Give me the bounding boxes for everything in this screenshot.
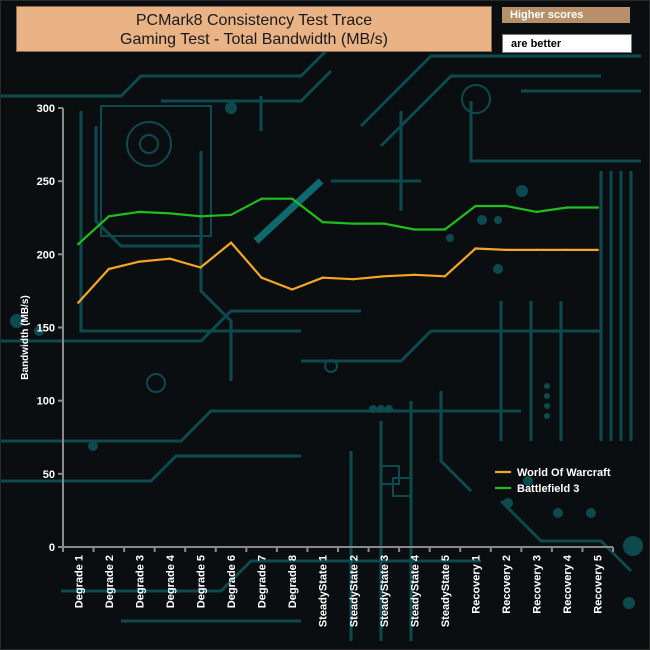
data-point (77, 301, 80, 304)
data-point (290, 288, 294, 291)
data-point (382, 275, 386, 278)
data-point (229, 213, 233, 217)
data-point (504, 204, 508, 208)
data-point (352, 278, 355, 281)
data-point (168, 212, 172, 215)
data-point (290, 197, 294, 200)
x-tick-label: Degrade 1 (73, 555, 85, 608)
data-point (168, 257, 172, 260)
y-tick-label: 100 (37, 396, 55, 408)
x-tick-label: Degrade 7 (257, 555, 269, 608)
data-point (77, 242, 80, 246)
data-point (321, 220, 324, 224)
chart-axes (62, 108, 613, 548)
data-point (413, 228, 416, 231)
legend-label: Battlefield 3 (517, 483, 579, 495)
y-tick-label: 50 (43, 469, 55, 481)
data-point (504, 248, 508, 252)
data-point (413, 273, 416, 277)
x-tick-label: SteadyState 5 (440, 555, 452, 627)
chart-title-line1: PCMark8 Consistency Test Trace (135, 12, 373, 29)
x-tick-label: Degrade 4 (165, 554, 177, 608)
data-point (138, 260, 141, 263)
x-tick-label: Degrade 3 (134, 555, 146, 608)
data-point (229, 241, 233, 244)
data-point (565, 206, 569, 209)
series-line-0 (77, 241, 598, 304)
data-point (474, 204, 477, 208)
data-point (321, 276, 324, 279)
data-point (443, 228, 447, 231)
x-tick-label: Recovery 4 (562, 554, 574, 614)
x-tick-label: Recovery 1 (471, 555, 483, 614)
x-tick-label: SteadyState 1 (318, 555, 330, 627)
x-tick-label: Recovery 2 (501, 555, 513, 614)
x-tick-label: Degrade 6 (226, 555, 238, 608)
x-axis-ticks: Degrade 1 Degrade 2 Degrade 3 Degrade 4 Degr… (62, 547, 614, 627)
data-point (596, 248, 599, 252)
higher-scores-badge: Higher scores (502, 7, 630, 23)
data-point (260, 276, 263, 279)
data-point (352, 222, 355, 225)
data-point (565, 248, 569, 252)
x-tick-label: Degrade 8 (287, 555, 299, 608)
x-tick-label: SteadyState 4 (409, 554, 421, 627)
data-point (535, 210, 538, 214)
series-lines (77, 197, 599, 304)
data-point (382, 222, 386, 225)
chart-title-box: PCMark8 Consistency Test Trace Gaming Te… (16, 6, 492, 52)
data-point (474, 247, 477, 250)
data-point (107, 267, 111, 271)
are-better-badge: are better (502, 34, 632, 53)
x-tick-label: SteadyState 2 (348, 555, 360, 627)
data-point (443, 275, 447, 278)
x-tick-label: Degrade 2 (104, 555, 116, 608)
x-tick-label: SteadyState 3 (379, 555, 391, 627)
y-tick-label: 300 (37, 103, 55, 115)
data-point (138, 210, 141, 214)
chart-legend: World Of Warcraft Battlefield 3 (495, 467, 611, 495)
y-axis-label: Bandwidth (MB/s) (20, 295, 31, 379)
x-tick-label: Degrade 5 (196, 555, 208, 608)
data-point (260, 197, 263, 200)
data-point (535, 248, 538, 252)
y-tick-label: 200 (37, 249, 55, 261)
data-point (107, 215, 111, 218)
chart-title-line2: Gaming Test - Total Bandwidth (MB/s) (120, 31, 388, 48)
y-axis-ticks: 0 50 100 150 200 250 300 (37, 103, 63, 554)
x-tick-label: Recovery 3 (532, 555, 544, 614)
y-tick-label: 0 (49, 542, 55, 554)
data-point (199, 215, 202, 218)
data-point (199, 266, 202, 269)
legend-label: World Of Warcraft (517, 467, 611, 479)
y-tick-label: 150 (37, 323, 55, 335)
x-tick-label: Recovery 5 (593, 555, 605, 614)
series-line-1 (77, 197, 598, 245)
data-point (596, 206, 599, 209)
y-tick-label: 250 (37, 176, 55, 188)
